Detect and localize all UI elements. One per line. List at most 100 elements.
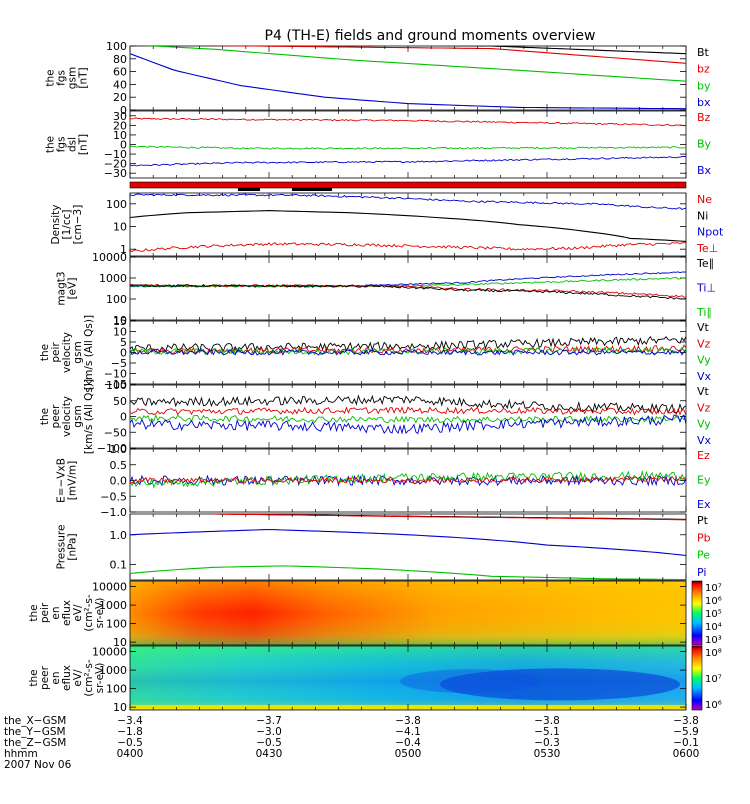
ephemeris-value: 0430 xyxy=(256,748,283,760)
y-label-line: en xyxy=(50,671,62,684)
y-tick-label: 10 xyxy=(113,220,127,233)
y-label-line: [eV] xyxy=(67,278,79,300)
legend-ey: Ey xyxy=(697,474,711,487)
colorbar-label: 10³ xyxy=(705,635,722,646)
y-axis-label: Pressure [nPa] xyxy=(56,525,79,570)
y-label-line: [km/s (All Qs)] xyxy=(83,379,95,454)
ephemeris-value: −0.3 xyxy=(534,737,560,749)
y-tick-label: 1000 xyxy=(99,599,127,612)
y-label-line: gsm xyxy=(67,67,79,89)
y-label-line: peer xyxy=(50,404,62,429)
plot-date: 2007 Nov 06 xyxy=(4,759,72,771)
legend-pt: Pt xyxy=(697,514,709,527)
series-bx xyxy=(130,155,686,167)
y-tick-label: 60 xyxy=(113,66,127,79)
y-label-line: peir xyxy=(39,602,51,623)
colorbar-label: 10⁷ xyxy=(705,674,722,685)
y-tick-label: 1000 xyxy=(99,272,127,285)
y-label-line: [km/s (All Qs)] xyxy=(83,315,95,390)
y-label-line: the xyxy=(45,136,57,153)
legend-ti∥: Ti∥ xyxy=(696,306,712,319)
legend-vz: Vz xyxy=(697,337,711,350)
y-tick-label: −1.0 xyxy=(100,506,127,519)
ephemeris-row-label: the_Z−GSM xyxy=(4,737,66,749)
y-tick-label: 30 xyxy=(113,110,127,123)
y-label-line: [1/cc] xyxy=(61,210,73,240)
ephemeris-value: 0530 xyxy=(534,748,561,760)
legend-ti⊥: Ti⊥ xyxy=(696,282,716,295)
legend-te∥: Te∥ xyxy=(696,257,714,270)
y-tick-label: 0 xyxy=(120,139,127,152)
y-label-line: magt3 xyxy=(56,271,68,305)
series-group xyxy=(130,514,686,580)
y-tick-label: 10 xyxy=(113,129,127,142)
ephemeris-value: −3.7 xyxy=(256,715,282,727)
y-label-line: the xyxy=(45,69,57,86)
y-tick-label: 1000 xyxy=(99,664,127,677)
status-bar-quality xyxy=(130,182,686,188)
legend-vz: Vz xyxy=(697,401,711,414)
y-tick-label: 10 xyxy=(113,636,127,649)
colorbar xyxy=(691,580,703,646)
ephemeris-value: −3.8 xyxy=(395,715,421,727)
y-label-line: Density xyxy=(50,205,62,245)
y-label-line: [nPa] xyxy=(67,533,79,560)
y-tick-label: −50 xyxy=(104,426,127,439)
y-tick-label: 100 xyxy=(106,618,127,631)
series-ni xyxy=(130,210,686,242)
y-tick-label: −10 xyxy=(104,368,127,381)
y-label-line: [mV/m] xyxy=(67,461,79,500)
ephemeris-value: 0600 xyxy=(673,748,700,760)
ephemeris-value: 0400 xyxy=(117,748,144,760)
panel-6: −100 −50 0 50 100 the peer velocity gsm [km/s (Al… xyxy=(39,379,712,455)
colorbar-label: 10⁶ xyxy=(705,700,722,711)
y-tick-label: −5 xyxy=(111,357,127,370)
plot-title: P4 (TH-E) fields and ground moments over… xyxy=(264,28,596,44)
y-tick-label: −20 xyxy=(104,158,127,171)
legend-bz: bz xyxy=(697,63,710,76)
y-label-line: eV/ xyxy=(72,604,84,622)
y-tick-label: −100 xyxy=(97,442,127,455)
panel-3: 1 10 100 Density [1/cc] [cm−3] Ne Ni Npot Te⊥ xyxy=(50,192,724,257)
series-pb xyxy=(213,514,686,521)
low-flux-region xyxy=(400,669,540,694)
y-label-line: peir xyxy=(50,342,62,363)
y-tick-label: 100 xyxy=(106,198,127,211)
ephemeris-value: −4.1 xyxy=(395,726,421,738)
series-bz xyxy=(130,117,686,127)
y-axis-label: the peer velocity gsm [km/s (All Qs)] xyxy=(39,379,95,454)
series-vx xyxy=(130,349,686,356)
y-label-line: [nT] xyxy=(78,67,90,88)
series-group xyxy=(130,335,686,356)
colorbar-label: 10⁴ xyxy=(705,622,722,633)
legend-vy: Vy xyxy=(697,418,711,431)
y-tick-label: 40 xyxy=(113,78,127,91)
y-label-line: dsl xyxy=(67,137,79,152)
series-ez xyxy=(130,475,686,484)
series-group xyxy=(130,394,686,435)
series-group xyxy=(130,193,686,253)
y-tick-label: 20 xyxy=(113,119,127,132)
status-bar-mark xyxy=(292,188,332,191)
y-label-line: eflux xyxy=(61,600,73,626)
legend-ez: Ez xyxy=(697,449,710,462)
series-te∥ xyxy=(130,283,686,300)
panel-frame xyxy=(129,45,687,111)
y-label-line: (cm²-s- xyxy=(83,659,95,697)
y-tick-label: 0 xyxy=(120,411,127,424)
legend-bz: Bz xyxy=(697,111,711,124)
y-label-line: the xyxy=(39,344,51,361)
ephemeris-value: −0.5 xyxy=(117,737,143,749)
legend-bx: bx xyxy=(697,96,711,109)
series-group xyxy=(130,469,686,489)
status-bar-frame xyxy=(129,181,687,189)
legend-by: by xyxy=(697,79,711,92)
series-vx xyxy=(130,414,686,435)
y-label-line: velocity xyxy=(61,396,73,437)
series-vt xyxy=(130,335,686,354)
y-axis-label: magt3 [eV] xyxy=(56,271,79,305)
y-label-line: sr-eV) xyxy=(94,598,106,629)
y-tick-label: 10000 xyxy=(92,581,127,594)
